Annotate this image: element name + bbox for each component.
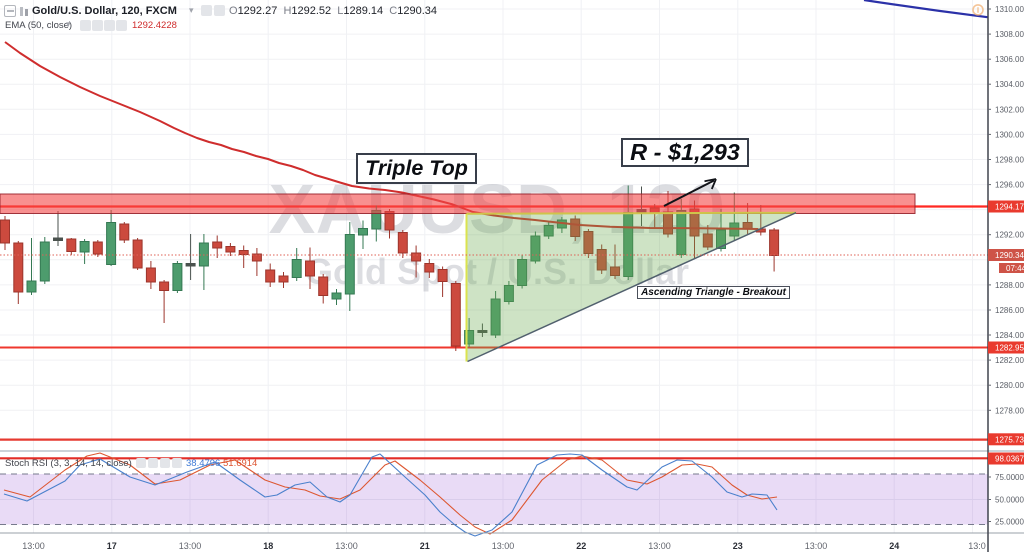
svg-text:1310.00: 1310.00 bbox=[995, 5, 1024, 14]
svg-text:07:44: 07:44 bbox=[1006, 264, 1024, 273]
svg-text:1278.00: 1278.00 bbox=[995, 406, 1024, 415]
svg-text:22: 22 bbox=[576, 541, 586, 551]
svg-text:50.0000: 50.0000 bbox=[995, 496, 1024, 505]
svg-text:13:00: 13:00 bbox=[179, 541, 202, 551]
svg-text:23: 23 bbox=[733, 541, 743, 551]
svg-text:98.0367: 98.0367 bbox=[995, 455, 1024, 464]
svg-text:1290.34: 1290.34 bbox=[995, 251, 1024, 260]
svg-text:1304.00: 1304.00 bbox=[995, 80, 1024, 89]
svg-text:17: 17 bbox=[107, 541, 117, 551]
svg-text:13:00: 13:00 bbox=[335, 541, 358, 551]
svg-text:1292.00: 1292.00 bbox=[995, 231, 1024, 240]
svg-text:13:0: 13:0 bbox=[968, 541, 986, 551]
svg-text:1284.00: 1284.00 bbox=[995, 331, 1024, 340]
svg-text:24: 24 bbox=[889, 541, 899, 551]
svg-text:1308.00: 1308.00 bbox=[995, 30, 1024, 39]
svg-text:75.0000: 75.0000 bbox=[995, 473, 1024, 482]
svg-text:1282.95: 1282.95 bbox=[995, 344, 1024, 353]
svg-text:18: 18 bbox=[263, 541, 273, 551]
svg-text:21: 21 bbox=[420, 541, 430, 551]
svg-text:13:00: 13:00 bbox=[22, 541, 45, 551]
svg-text:13:00: 13:00 bbox=[805, 541, 828, 551]
svg-text:1298.00: 1298.00 bbox=[995, 156, 1024, 165]
svg-text:1300.00: 1300.00 bbox=[995, 130, 1024, 139]
svg-text:1286.00: 1286.00 bbox=[995, 306, 1024, 315]
svg-text:1294.17: 1294.17 bbox=[995, 203, 1024, 212]
svg-text:13:00: 13:00 bbox=[492, 541, 515, 551]
svg-text:1280.00: 1280.00 bbox=[995, 381, 1024, 390]
svg-text:1296.00: 1296.00 bbox=[995, 181, 1024, 190]
svg-text:1306.00: 1306.00 bbox=[995, 55, 1024, 64]
svg-text:1302.00: 1302.00 bbox=[995, 105, 1024, 114]
svg-text:13:00: 13:00 bbox=[648, 541, 671, 551]
svg-text:25.0000: 25.0000 bbox=[995, 518, 1024, 527]
svg-text:1288.00: 1288.00 bbox=[995, 281, 1024, 290]
svg-text:1275.73: 1275.73 bbox=[995, 435, 1024, 444]
svg-text:1282.00: 1282.00 bbox=[995, 356, 1024, 365]
